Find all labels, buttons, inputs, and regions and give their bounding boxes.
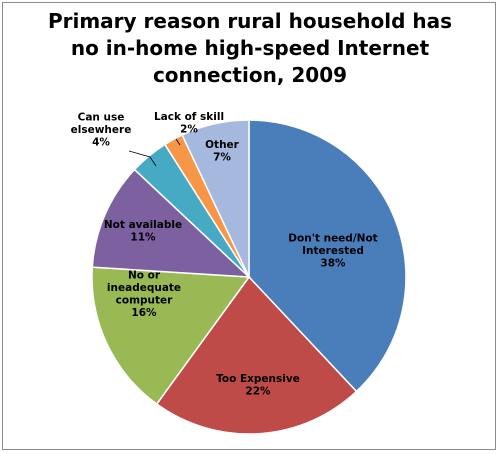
slice-label-line-3-2: ineadequate [107,282,181,294]
slice-percent-3: 16% [131,307,157,319]
slice-percent-1: 38% [320,258,346,270]
slice-label-line-2-1: Too Expensive [216,373,300,385]
slice-label-1: Don't need/Not Interested 38% [288,233,377,270]
slice-label-7: Other 7% [205,139,240,164]
slice-percent-4: 11% [130,231,156,243]
slice-label-line-7-1: Other [205,139,240,151]
pie-slice-1 [248,119,407,393]
slice-label-line-1-2: Interested [302,245,364,257]
slice-label-line-5-2: elsewhere [71,124,132,136]
slice-percent-2: 22% [245,385,271,397]
pie-slice-7 [181,119,250,278]
slice-percent-5: 4% [92,137,110,149]
pie-slice-4 [91,168,252,278]
chart-title-line-1: Primary reason rural household has [47,9,453,33]
slice-percent-6: 2% [180,123,198,135]
slice-label-5: Can use elsewhere 4% [71,112,132,149]
slice-label-line-6-1: Lack of skill [154,111,224,123]
slice-label-line-5-1: Can use [78,112,125,124]
slice-label-line-3-3: computer [116,294,174,306]
slice-label-2: Too Expensive 22% [216,373,300,398]
slice-label-6: Lack of skill 2% [154,111,224,136]
leader-line-5 [128,150,157,167]
slice-label-line-1-1: Don't need/Not [288,233,377,245]
chart-title-line-2: no in-home high-speed Internet [70,36,430,60]
pie-slice-3 [91,266,251,406]
slice-label-line-3-1: No or [128,269,161,281]
slice-label-3: No or ineadequate computer 16% [107,269,181,319]
chart-title: Primary reason rural household has no in… [0,8,500,89]
pie-slice-2 [155,275,358,435]
slice-label-line-4-1: Not available [104,219,182,231]
chart-title-line-3: connection, 2009 [152,63,348,87]
leader-line-6 [175,138,181,146]
slice-percent-7: 7% [213,151,231,163]
slice-label-4: Not available 11% [104,219,182,244]
